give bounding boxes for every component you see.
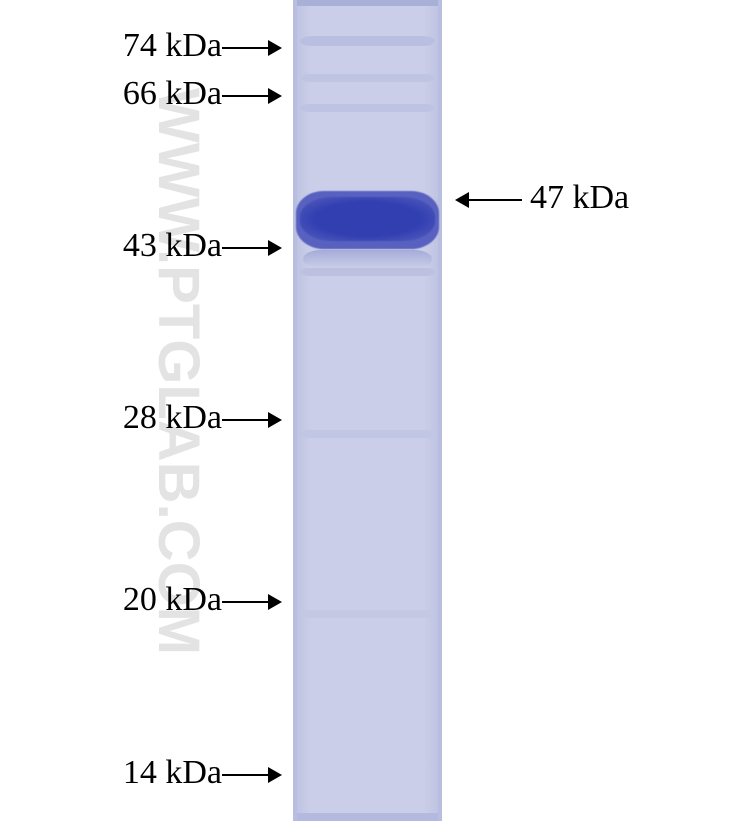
ladder-marker-label: 14 kDa — [123, 754, 222, 792]
ladder-marker-arrow-shaft — [222, 247, 268, 249]
faint-band — [300, 610, 435, 618]
watermark-text: WWW.PTGLAB.COM — [145, 88, 212, 655]
faint-band — [300, 36, 435, 46]
gel-lane-top-edge — [293, 0, 442, 6]
gel-lane-left-edge — [293, 0, 297, 821]
gel-image: WWW.PTGLAB.COM 74 kDa 66 kDa 43 kDa 28 kDa 20… — [0, 0, 740, 821]
ladder-marker-arrow-head — [268, 594, 282, 610]
ladder-marker-label: 74 kDa — [123, 27, 222, 65]
ladder-marker-arrow-head — [268, 88, 282, 104]
ladder-marker-label: 20 kDa — [123, 581, 222, 619]
faint-band — [300, 430, 435, 438]
ladder-marker-arrow-head — [268, 240, 282, 256]
faint-band — [300, 74, 435, 82]
gel-lane — [293, 0, 442, 821]
ladder-marker-arrow-head — [268, 40, 282, 56]
ladder-marker-arrow-shaft — [222, 774, 268, 776]
faint-band — [300, 268, 435, 276]
main-band-smear — [303, 250, 432, 268]
faint-band — [300, 104, 435, 112]
ladder-marker-arrow-shaft — [222, 47, 268, 49]
target-marker-arrow-head — [455, 192, 469, 208]
main-band — [300, 197, 435, 241]
ladder-marker-arrow-head — [268, 767, 282, 783]
ladder-marker-label: 28 kDa — [123, 399, 222, 437]
ladder-marker-label: 43 kDa — [123, 227, 222, 265]
gel-lane-right-edge — [438, 0, 442, 821]
target-marker-arrow-shaft — [469, 199, 522, 201]
ladder-marker-arrow-shaft — [222, 601, 268, 603]
gel-lane-background — [293, 0, 442, 821]
ladder-marker-arrow-shaft — [222, 95, 268, 97]
target-marker-label: 47 kDa — [530, 179, 629, 217]
ladder-marker-arrow-shaft — [222, 419, 268, 421]
ladder-marker-arrow-head — [268, 412, 282, 428]
ladder-marker-label: 66 kDa — [123, 75, 222, 113]
gel-lane-bottom-edge — [293, 813, 442, 821]
